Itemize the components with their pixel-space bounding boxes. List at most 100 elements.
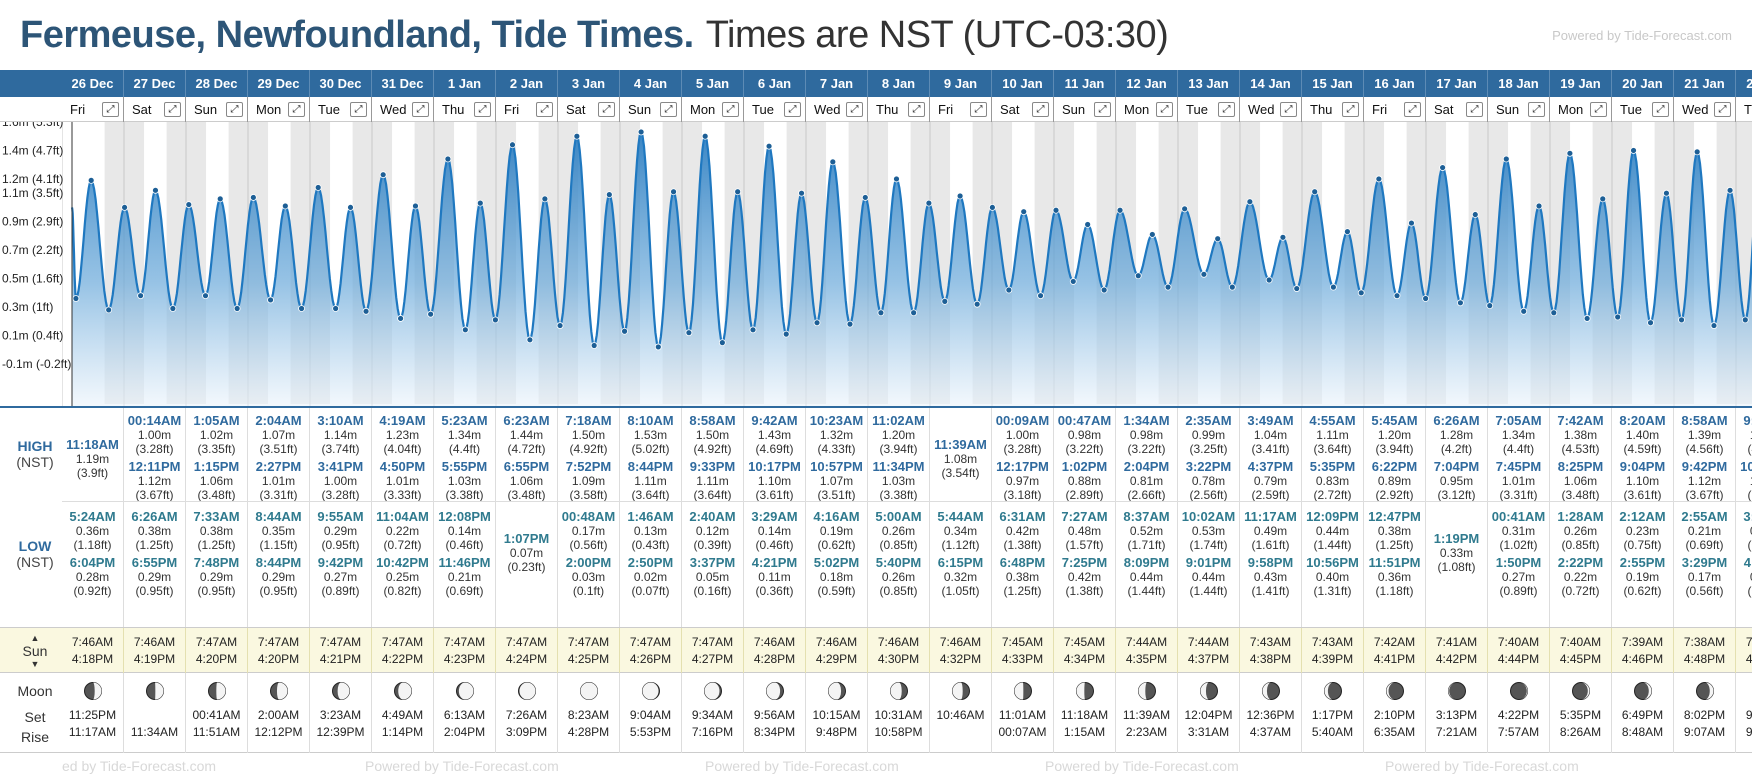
sun-cell: 7:41AM 4:42PM bbox=[1426, 628, 1488, 674]
high-tide-time: 4:50PM bbox=[379, 459, 426, 474]
expand-day-button[interactable]: ⤢ bbox=[1032, 102, 1049, 117]
low-tide-time: 4:05PM bbox=[1743, 555, 1752, 570]
high-tide-height-ft: (3.51ft) bbox=[259, 442, 298, 456]
low-tide-time: 11:46PM bbox=[438, 555, 491, 570]
high-tide-height-ft: (3.61ft) bbox=[755, 488, 794, 502]
high-tide-entry: 6:55PM 1.06m (3.48ft) bbox=[496, 460, 557, 502]
day-name: Tue bbox=[1186, 102, 1208, 117]
moonset-time: 7:26AM bbox=[505, 708, 548, 722]
low-tide-height-ft: (1.44ft) bbox=[1313, 538, 1352, 552]
high-tide-time: 3:49AM bbox=[1247, 413, 1294, 428]
high-tide-time: 7:42AM bbox=[1557, 413, 1604, 428]
sunset-time: 4:35PM bbox=[1125, 652, 1168, 666]
moonset-time: 11:01AM bbox=[998, 708, 1047, 722]
tide-extreme-point bbox=[1375, 175, 1383, 183]
high-tide-time: 1:02PM bbox=[1061, 459, 1108, 474]
low-tz-label: (NST) bbox=[16, 554, 54, 570]
tide-table: HIGH (NST) LOW (NST) 11:18AM 1.19m (3.9ft)… bbox=[0, 406, 1752, 628]
day-cell: Tue ⤢ bbox=[310, 97, 372, 122]
moonrise-time: 5:40AM bbox=[1311, 725, 1354, 739]
expand-day-button[interactable]: ⤢ bbox=[412, 102, 429, 117]
moonrise-time: 9:24AM bbox=[1745, 725, 1752, 739]
expand-day-button[interactable]: ⤢ bbox=[660, 102, 677, 117]
expand-day-button[interactable]: ⤢ bbox=[102, 102, 119, 117]
sun-cell: 7:46AM 4:18PM bbox=[62, 628, 124, 674]
sunrise-time: 7:47AM bbox=[629, 635, 672, 649]
expand-day-button[interactable]: ⤢ bbox=[1404, 102, 1421, 117]
day-cell: Wed ⤢ bbox=[372, 97, 434, 122]
high-tide-entry: 5:35PM 0.83m (2.72ft) bbox=[1302, 460, 1363, 502]
expand-day-button[interactable]: ⤢ bbox=[722, 102, 739, 117]
moonrise-time: 8:48AM bbox=[1621, 725, 1664, 739]
low-tide-time: 8:37AM bbox=[1123, 509, 1170, 524]
powered-by-top[interactable]: Powered by Tide-Forecast.com bbox=[1552, 28, 1732, 43]
high-tide-entry: 11:34PM 1.03m (3.38ft) bbox=[868, 460, 929, 502]
high-tide-height-m: 1.11m bbox=[634, 474, 667, 488]
tide-extreme-point bbox=[379, 171, 387, 179]
moonrise-time: 6:35AM bbox=[1373, 725, 1416, 739]
high-tide-entry: 9:33PM 1.11m (3.64ft) bbox=[682, 460, 743, 502]
day-cell: Sat ⤢ bbox=[1426, 97, 1488, 122]
sunset-time: 4:22PM bbox=[381, 652, 424, 666]
low-tide-time: 6:15PM bbox=[937, 555, 984, 570]
day-cell: Sun ⤢ bbox=[1054, 97, 1116, 122]
date-header: 5 Jan bbox=[682, 70, 744, 97]
expand-day-button[interactable]: ⤢ bbox=[598, 102, 615, 117]
low-tide-time: 9:58PM bbox=[1247, 555, 1294, 570]
high-tide-time: 8:20AM bbox=[1619, 413, 1666, 428]
expand-day-button[interactable]: ⤢ bbox=[1714, 102, 1731, 117]
expand-day-button[interactable]: ⤢ bbox=[1218, 102, 1235, 117]
expand-day-button[interactable]: ⤢ bbox=[1466, 102, 1483, 117]
high-tide-height-m: 0.98m bbox=[1067, 428, 1102, 442]
y-axis-background bbox=[0, 122, 62, 406]
expand-day-button[interactable]: ⤢ bbox=[784, 102, 801, 117]
date-header: 27 Dec bbox=[124, 70, 186, 97]
y-tick-label: 0.9m (2.9ft) bbox=[2, 215, 63, 229]
low-tide-time: 4:21PM bbox=[751, 555, 798, 570]
expand-day-button[interactable]: ⤢ bbox=[1280, 102, 1297, 117]
expand-day-button[interactable]: ⤢ bbox=[164, 102, 181, 117]
expand-day-button[interactable]: ⤢ bbox=[1094, 102, 1111, 117]
moon-phase-icon bbox=[641, 682, 660, 700]
high-tide-height-ft: (4.69ft) bbox=[755, 442, 794, 456]
sun-cell: 7:40AM 4:45PM bbox=[1550, 628, 1612, 674]
expand-day-button[interactable]: ⤢ bbox=[1528, 102, 1545, 117]
low-tide-height-m: 0.40m bbox=[1315, 570, 1350, 584]
high-tide-height-ft: (3.38ft) bbox=[445, 488, 484, 502]
low-tide-height-m: 0.18m bbox=[819, 570, 854, 584]
high-tide-entry: 2:35AM 0.99m (3.25ft) bbox=[1178, 414, 1239, 457]
low-tide-entry: 2:55PM 0.19m (0.62ft) bbox=[1612, 556, 1673, 599]
high-tide-entry: 3:49AM 1.04m (3.41ft) bbox=[1240, 413, 1301, 457]
expand-day-button[interactable]: ⤢ bbox=[1342, 102, 1359, 117]
expand-day-button[interactable]: ⤢ bbox=[474, 102, 491, 117]
expand-day-button[interactable]: ⤢ bbox=[846, 102, 863, 117]
date-header: 28 Dec bbox=[186, 70, 248, 97]
tide-extreme-point bbox=[1181, 205, 1189, 213]
tide-extreme-point bbox=[1311, 188, 1319, 196]
date-header: 30 Dec bbox=[310, 70, 372, 97]
low-tide-time: 10:42PM bbox=[376, 555, 429, 570]
high-tide-height-m: 1.01m bbox=[261, 474, 296, 488]
expand-day-button[interactable]: ⤢ bbox=[1590, 102, 1607, 117]
tide-extreme-point bbox=[526, 336, 534, 344]
high-tide-time: 9:04PM bbox=[1619, 459, 1666, 474]
low-tide-height-ft: (0.95ft) bbox=[197, 584, 236, 598]
expand-day-button[interactable]: ⤢ bbox=[1156, 102, 1173, 117]
y-tick-label: 0.1m (0.4ft) bbox=[2, 329, 63, 343]
high-tide-entry: 7:42AM 1.38m (4.53ft) bbox=[1550, 413, 1611, 457]
high-tide-height-ft: (3.33ft) bbox=[383, 488, 422, 502]
expand-day-button[interactable]: ⤢ bbox=[908, 102, 925, 117]
expand-day-button[interactable]: ⤢ bbox=[970, 102, 987, 117]
expand-day-button[interactable]: ⤢ bbox=[226, 102, 243, 117]
expand-day-button[interactable]: ⤢ bbox=[288, 102, 305, 117]
high-tide-entry: 11:02AM 1.20m (3.94ft) bbox=[868, 414, 929, 457]
high-tide-entry: 9:42AM 1.43m (4.69ft) bbox=[744, 414, 805, 457]
day-name: Mon bbox=[1558, 102, 1584, 117]
expand-day-button[interactable]: ⤢ bbox=[350, 102, 367, 117]
day-name: Mon bbox=[256, 102, 282, 117]
expand-day-button[interactable]: ⤢ bbox=[536, 102, 553, 117]
low-tide-height-m: 0.34m bbox=[943, 524, 978, 538]
expand-day-button[interactable]: ⤢ bbox=[1652, 102, 1669, 117]
moon-cell: 4:49AM 1:14PM bbox=[372, 673, 434, 753]
low-tide-height-m: 0.49m bbox=[1253, 524, 1288, 538]
